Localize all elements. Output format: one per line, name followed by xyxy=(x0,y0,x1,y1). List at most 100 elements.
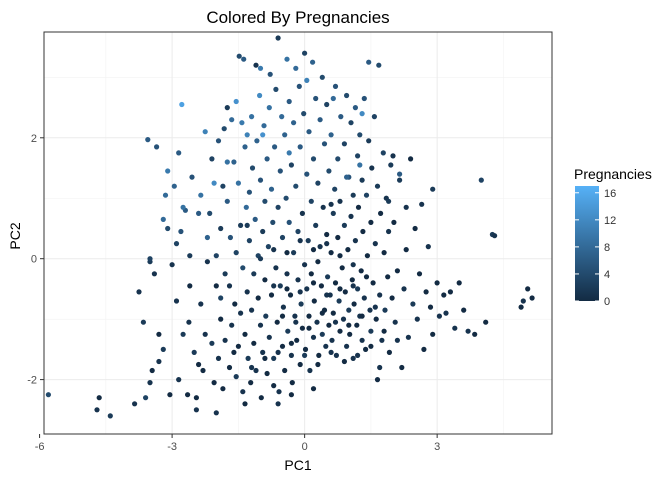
scatter-point xyxy=(394,337,400,343)
scatter-point xyxy=(279,114,285,120)
scatter-point xyxy=(461,307,467,313)
scatter-point xyxy=(213,283,219,289)
scatter-point xyxy=(273,265,279,271)
scatter-point xyxy=(292,313,298,319)
scatter-point xyxy=(412,225,418,232)
scatter-point xyxy=(299,325,305,331)
scatter-point xyxy=(305,238,311,244)
scatter-point xyxy=(276,389,282,395)
scatter-point xyxy=(253,62,259,68)
scatter-point xyxy=(147,380,153,386)
scatter-point xyxy=(271,383,277,389)
scatter-point xyxy=(241,56,247,62)
scatter-point xyxy=(328,250,334,256)
scatter-point xyxy=(423,289,429,295)
scatter-point xyxy=(529,295,535,301)
scatter-point xyxy=(318,283,324,289)
x-tick-label: 3 xyxy=(434,441,440,453)
scatter-point xyxy=(377,292,383,298)
scatter-point xyxy=(518,304,524,310)
scatter-point xyxy=(361,95,367,102)
scatter-point xyxy=(325,274,331,280)
scatter-point xyxy=(267,71,273,77)
scatter-point xyxy=(277,168,283,174)
scatter-point xyxy=(176,377,182,383)
scatter-point xyxy=(229,117,235,123)
scatter-point xyxy=(416,271,423,277)
scatter-point xyxy=(330,210,336,216)
scatter-point xyxy=(297,238,303,244)
scatter-point xyxy=(284,250,290,256)
scatter-point xyxy=(363,274,370,280)
scatter-point xyxy=(374,183,381,189)
scatter-point xyxy=(238,222,244,228)
scatter-point xyxy=(253,367,259,374)
scatter-point xyxy=(321,141,328,147)
scatter-point xyxy=(218,295,224,301)
scatter-point xyxy=(224,159,230,165)
scatter-point xyxy=(378,210,384,216)
scatter-point xyxy=(279,313,286,319)
scatter-point xyxy=(408,156,414,162)
scatter-point xyxy=(204,259,210,265)
scatter-point xyxy=(246,238,252,244)
scatter-point xyxy=(198,301,204,307)
scatter-point xyxy=(94,407,100,413)
scatter-point xyxy=(345,247,351,253)
scatter-point xyxy=(226,364,233,371)
scatter-point xyxy=(173,298,180,304)
scatter-point xyxy=(239,120,245,126)
scatter-point xyxy=(264,156,270,162)
scatter-point xyxy=(354,322,360,328)
scatter-point xyxy=(260,228,266,235)
scatter-point xyxy=(355,153,361,159)
scatter-point xyxy=(372,304,378,310)
scatter-point xyxy=(293,65,299,71)
scatter-point xyxy=(323,343,329,349)
scatter-point xyxy=(275,204,281,210)
scatter-point xyxy=(430,331,436,337)
scatter-point xyxy=(151,271,157,277)
legend-tick-label: 8 xyxy=(604,242,610,254)
scatter-point xyxy=(394,268,400,274)
scatter-point xyxy=(357,162,363,168)
scatter-point xyxy=(351,301,357,307)
scatter-point xyxy=(180,331,186,337)
scatter-point xyxy=(262,277,268,283)
scatter-point xyxy=(425,244,431,250)
scatter-point xyxy=(405,334,411,340)
scatter-point xyxy=(283,195,289,201)
scatter-point xyxy=(229,322,235,328)
scatter-point xyxy=(452,325,458,331)
scatter-point xyxy=(359,337,365,343)
scatter-point xyxy=(350,192,356,198)
legend-tick-label: 0 xyxy=(604,296,610,308)
scatter-point xyxy=(324,292,330,298)
scatter-point xyxy=(347,331,353,337)
scatter-point xyxy=(202,331,208,337)
scatter-point xyxy=(355,286,361,292)
scatter-point xyxy=(317,244,323,250)
scatter-point xyxy=(191,349,197,355)
scatter-point xyxy=(293,319,299,325)
data-points xyxy=(45,35,535,419)
scatter-point xyxy=(222,337,228,343)
scatter-point xyxy=(388,162,394,168)
scatter-point xyxy=(231,349,237,355)
scatter-point xyxy=(242,144,248,150)
scatter-point xyxy=(366,59,372,65)
scatter-point xyxy=(263,313,269,319)
x-tick-label: -3 xyxy=(167,441,177,453)
scatter-point xyxy=(332,319,339,325)
scatter-point xyxy=(209,340,215,346)
y-tick-label: 0 xyxy=(31,254,37,266)
scatter-point xyxy=(231,159,237,165)
scatter-point xyxy=(275,35,281,41)
scatter-point xyxy=(96,395,102,401)
scatter-point xyxy=(249,307,255,313)
scatter-point xyxy=(307,367,313,374)
scatter-point xyxy=(340,316,347,322)
scatter-point xyxy=(359,111,365,117)
scatter-point xyxy=(266,334,272,340)
scatter-point xyxy=(193,407,199,413)
